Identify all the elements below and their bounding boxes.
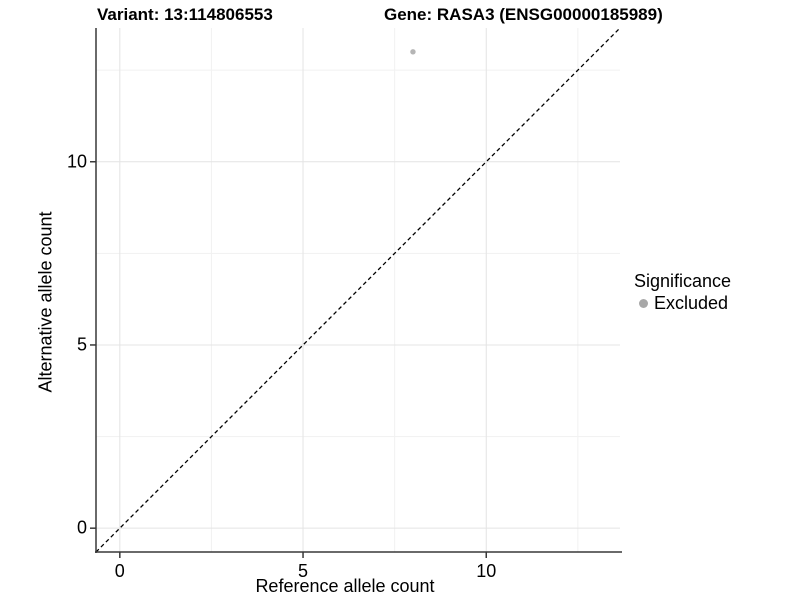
legend-item-excluded: Excluded <box>639 293 731 314</box>
data-point <box>410 49 416 55</box>
plot-title-variant: Variant: 13:114806553 <box>97 5 273 24</box>
plot-title-gene: Gene: RASA3 (ENSG00000185989) <box>384 5 663 24</box>
x-tick-label: 10 <box>476 561 497 581</box>
legend: Significance Excluded <box>634 271 731 314</box>
excluded-point-icon <box>639 299 648 308</box>
y-axis-title: Alternative allele count <box>35 211 56 393</box>
legend-item-label: Excluded <box>654 293 729 313</box>
identity-dashed-line <box>95 27 621 553</box>
legend-title: Significance <box>634 271 732 291</box>
x-axis-title: Reference allele count <box>255 576 435 596</box>
y-tick-label: 0 <box>76 517 87 538</box>
y-tick-label: 5 <box>76 334 87 355</box>
x-tick-label: 0 <box>114 561 125 581</box>
x-tick-label: 5 <box>298 561 309 581</box>
y-tick-label: 10 <box>66 151 87 172</box>
